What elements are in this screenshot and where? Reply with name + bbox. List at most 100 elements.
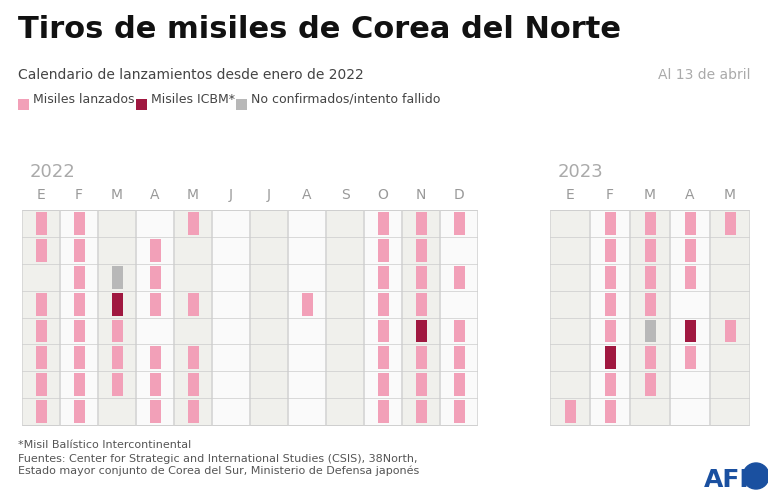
Text: *Misil Balístico Intercontinental: *Misil Balístico Intercontinental [18, 440, 191, 450]
Text: S: S [341, 188, 349, 202]
Bar [724, 319, 736, 342]
Bar [644, 212, 656, 235]
Text: Tiros de misiles de Corea del Norte: Tiros de misiles de Corea del Norte [18, 15, 621, 44]
Bar [644, 347, 656, 369]
Bar [604, 266, 615, 288]
Text: E: E [37, 188, 45, 202]
Text: A: A [303, 188, 312, 202]
Bar [150, 373, 161, 396]
Bar [288, 210, 325, 425]
Bar [74, 293, 84, 316]
Bar [684, 266, 696, 288]
Text: J: J [267, 188, 271, 202]
Bar [644, 319, 656, 342]
Bar [187, 400, 198, 423]
Text: AFP: AFP [704, 468, 759, 492]
Bar [684, 347, 696, 369]
Text: M: M [111, 188, 123, 202]
Text: M: M [724, 188, 736, 202]
Bar [111, 293, 123, 316]
Bar [18, 99, 29, 110]
Text: M: M [644, 188, 656, 202]
Bar [111, 347, 123, 369]
Bar [453, 319, 465, 342]
Bar [684, 239, 696, 262]
Bar [74, 400, 84, 423]
Bar [684, 319, 696, 342]
Bar [74, 212, 84, 235]
Bar [604, 212, 615, 235]
Bar [111, 319, 123, 342]
Bar [187, 373, 198, 396]
Bar [440, 210, 477, 425]
Bar [604, 239, 615, 262]
Bar [415, 266, 426, 288]
Bar [150, 347, 161, 369]
Bar [644, 239, 656, 262]
Bar [604, 293, 615, 316]
Bar [670, 210, 709, 425]
Circle shape [743, 463, 768, 489]
Bar [644, 266, 656, 288]
Bar [453, 266, 465, 288]
Bar [415, 212, 426, 235]
Bar [74, 239, 84, 262]
Bar [250, 210, 287, 425]
Bar [212, 210, 249, 425]
Bar [644, 293, 656, 316]
Bar [550, 210, 589, 425]
Bar [35, 212, 47, 235]
Text: No confirmados/intento fallido: No confirmados/intento fallido [251, 93, 441, 106]
Bar [60, 210, 97, 425]
Bar [150, 266, 161, 288]
Bar [35, 373, 47, 396]
Bar [378, 266, 389, 288]
Bar [604, 319, 615, 342]
Bar [237, 99, 247, 110]
Text: D: D [454, 188, 465, 202]
Bar [74, 347, 84, 369]
Bar [710, 210, 749, 425]
Bar [564, 400, 575, 423]
Text: Calendario de lanzamientos desde enero de 2022: Calendario de lanzamientos desde enero d… [18, 68, 364, 82]
Text: Fuentes: Center for Strategic and International Studies (CSIS), 38North,: Fuentes: Center for Strategic and Intern… [18, 454, 418, 464]
Text: J: J [229, 188, 233, 202]
Text: Estado mayor conjunto de Corea del Sur, Ministerio de Defensa japonés: Estado mayor conjunto de Corea del Sur, … [18, 466, 419, 477]
Bar [378, 373, 389, 396]
Bar [35, 293, 47, 316]
Text: A: A [151, 188, 160, 202]
Bar [415, 293, 426, 316]
Bar [378, 319, 389, 342]
Bar [174, 210, 211, 425]
Bar [187, 293, 198, 316]
Bar [630, 210, 669, 425]
Bar [111, 266, 123, 288]
Bar [111, 373, 123, 396]
Bar [590, 210, 629, 425]
Bar [22, 210, 59, 425]
Text: Misiles lanzados: Misiles lanzados [33, 93, 134, 106]
Bar [453, 400, 465, 423]
Bar [453, 373, 465, 396]
Bar [378, 212, 389, 235]
Bar [150, 400, 161, 423]
Bar [150, 293, 161, 316]
Text: Al 13 de abril: Al 13 de abril [657, 68, 750, 82]
Bar [378, 239, 389, 262]
Bar [302, 293, 313, 316]
Bar [402, 210, 439, 425]
Bar [378, 400, 389, 423]
Text: E: E [565, 188, 574, 202]
Bar [35, 347, 47, 369]
Bar [415, 400, 426, 423]
Bar [378, 347, 389, 369]
Text: O: O [378, 188, 389, 202]
Text: F: F [606, 188, 614, 202]
Bar [74, 319, 84, 342]
Bar [35, 239, 47, 262]
Bar [74, 266, 84, 288]
Bar [415, 239, 426, 262]
Bar [364, 210, 401, 425]
Text: N: N [415, 188, 426, 202]
Text: 2022: 2022 [30, 163, 76, 181]
